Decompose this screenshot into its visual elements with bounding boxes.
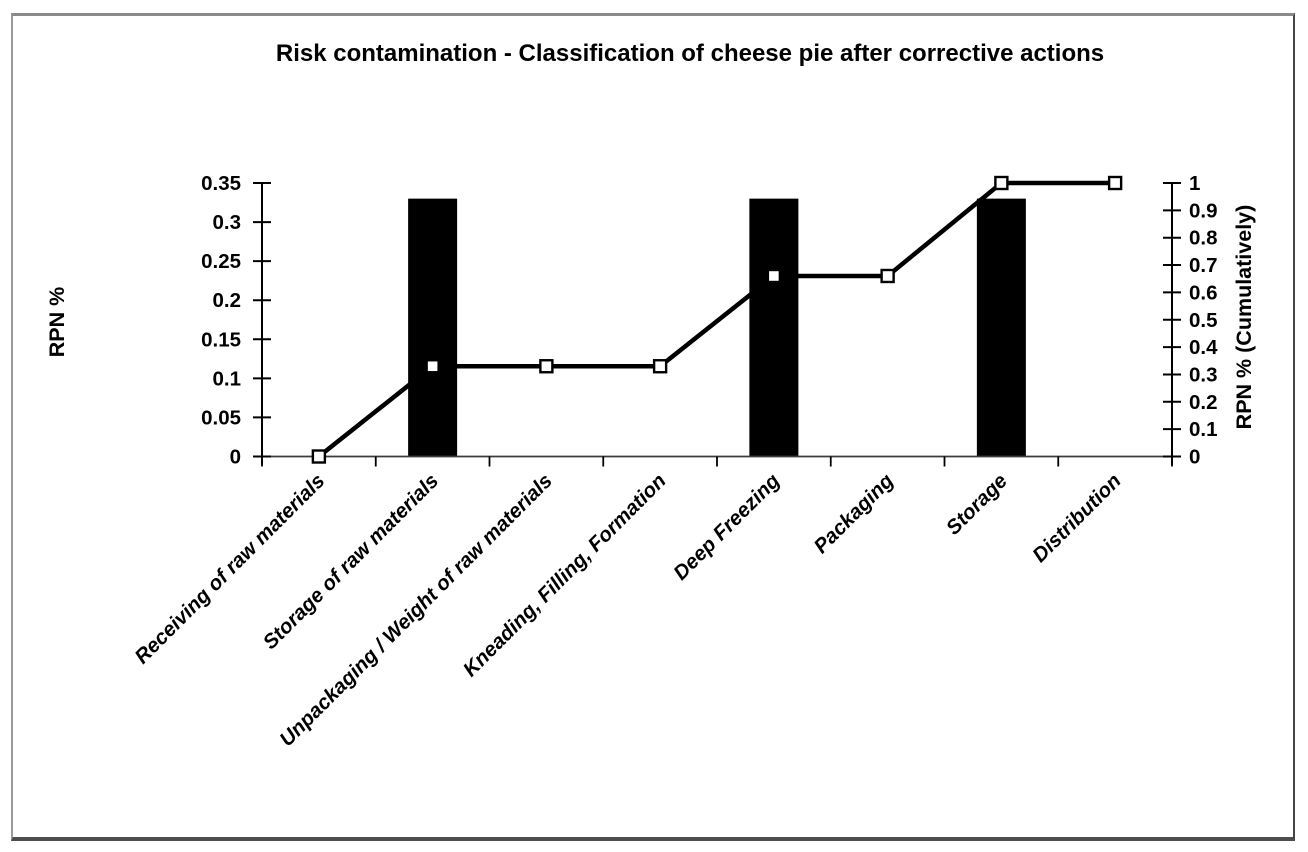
left-axis-tick-label: 0.15 <box>201 328 241 351</box>
category-label: Kneading, Filling, Formation <box>459 469 671 681</box>
right-axis-tick-label: 0.7 <box>1189 254 1218 277</box>
right-axis-tick-label: 0.4 <box>1189 336 1218 359</box>
category-label: Storage <box>942 469 1012 539</box>
line-marker <box>880 268 895 284</box>
category-label: Deep Freezing <box>669 469 785 585</box>
chart-frame <box>11 13 1295 841</box>
line-marker <box>994 175 1009 191</box>
category-label: Packaging <box>809 469 898 558</box>
left-axis-tick-label: 0.25 <box>201 250 241 273</box>
right-axis-tick-label: 0.9 <box>1189 199 1218 222</box>
left-axis-tick-label: 0 <box>230 446 241 469</box>
right-axis-tick-label: 1 <box>1189 172 1200 195</box>
left-axis-tick-label: 0.05 <box>201 406 241 429</box>
line-marker <box>311 449 327 464</box>
right-axis-title: RPN % (Cumulatively) <box>1232 205 1256 430</box>
category-label: Distribution <box>1028 469 1126 567</box>
bar <box>976 198 1026 457</box>
line-marker <box>1107 175 1123 191</box>
left-axis-tick-label: 0.2 <box>213 289 242 312</box>
right-axis-tick-label: 0 <box>1189 446 1200 469</box>
left-axis-title: RPN % <box>45 287 69 357</box>
line-marker <box>425 359 440 374</box>
chart-title: Risk contamination - Classification of c… <box>276 40 1104 67</box>
bars-group <box>408 198 1026 457</box>
right-axis-tick-label: 0.5 <box>1189 309 1218 332</box>
right-axis-tick-label: 0.1 <box>1189 418 1218 441</box>
cumulative-line <box>317 180 1116 459</box>
line-marker <box>652 359 668 374</box>
left-axis-tick-label: 0.35 <box>201 172 241 195</box>
cumulative-line-group <box>311 175 1123 464</box>
right-axis-tick-label: 0.2 <box>1189 391 1218 414</box>
bar <box>749 198 799 457</box>
right-axis-tick-label: 0.3 <box>1189 363 1218 386</box>
right-axis-tick-label: 0.6 <box>1189 281 1218 304</box>
right-axis-tick-label: 0.8 <box>1189 227 1218 250</box>
bar <box>408 198 458 457</box>
left-axis-tick-label: 0.1 <box>213 367 242 390</box>
category-label: Receiving of raw materials <box>130 469 329 668</box>
line-marker <box>766 268 782 284</box>
tick-labels-group: 0 0.05 0.1 0.15 0.2 0.25 0.3 0.35 0 0.1 0.2 0.3 0.4 0… <box>201 172 1218 469</box>
left-axis-tick-label: 0.3 <box>213 211 242 234</box>
line-marker <box>539 359 554 374</box>
axes-group <box>253 182 1181 467</box>
